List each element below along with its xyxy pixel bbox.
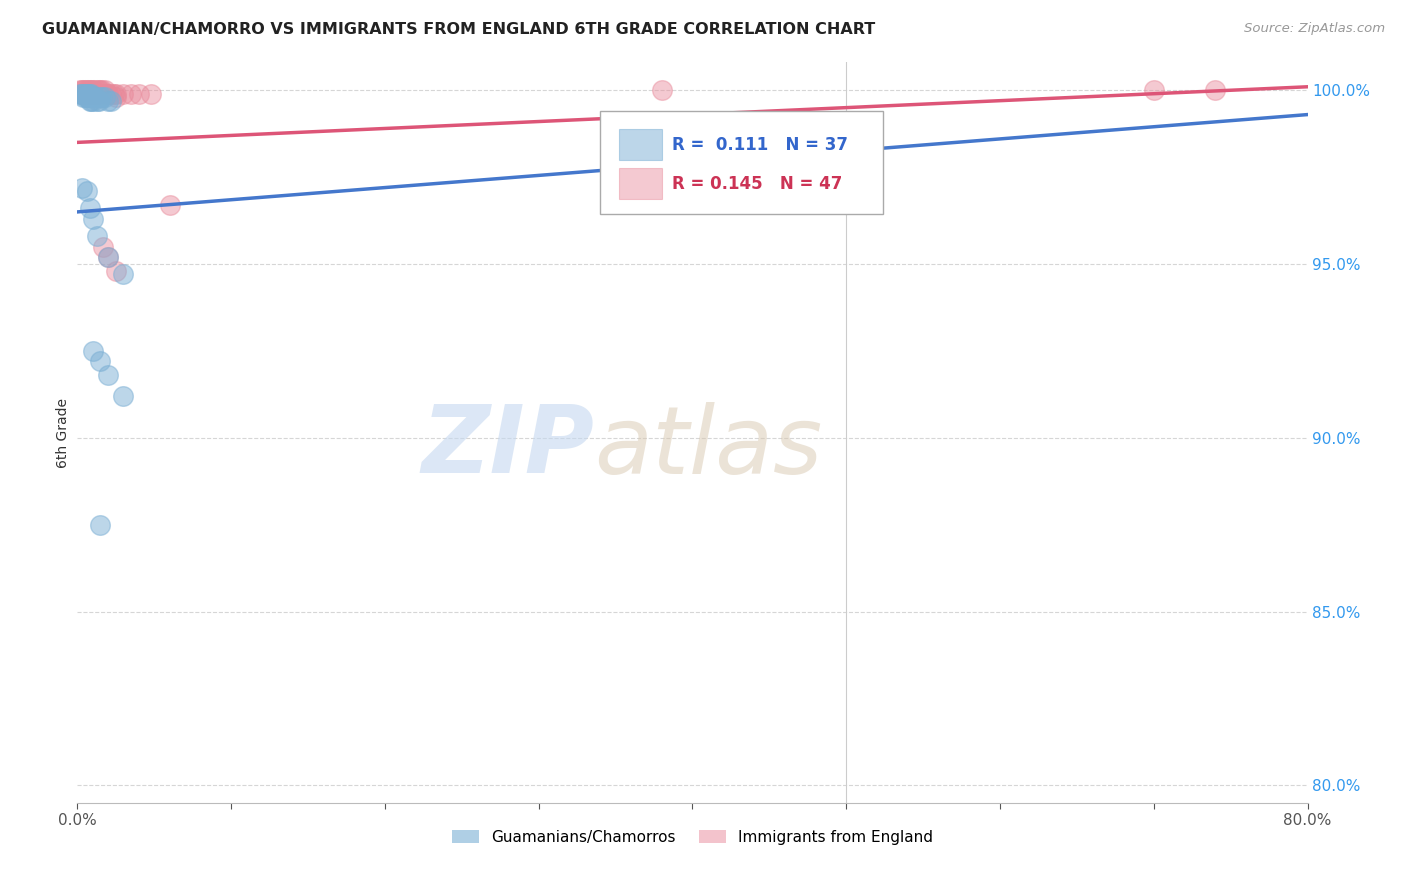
Point (94, 83, 117, 97)
Point (77, 83, 100, 97)
Point (120, 87, 142, 101)
Point (97, 87, 120, 101)
Point (86, 83, 108, 97)
Point (651, 83, 673, 97)
Point (73, 87, 96, 101)
Point (82, 87, 104, 101)
Point (79, 87, 101, 101)
Legend: Guamanians/Chamorros, Immigrants from England: Guamanians/Chamorros, Immigrants from En… (446, 823, 939, 851)
Point (104, 87, 127, 101)
Point (97, 368, 120, 383)
Point (90, 90, 114, 104)
Point (77, 87, 100, 101)
Point (89, 354, 111, 368)
Point (79, 94, 101, 108)
Point (72, 87, 94, 101)
Point (72, 87, 94, 101)
Y-axis label: 6th Grade: 6th Grade (56, 398, 70, 467)
Point (69, 87, 91, 101)
Point (80, 87, 103, 101)
Point (89, 517, 111, 532)
Point (82, 83, 104, 97)
Point (93, 87, 115, 101)
Point (112, 268, 135, 282)
Point (82, 343, 104, 358)
Point (89, 90, 111, 104)
Point (97, 250, 120, 264)
Point (100, 94, 122, 108)
Point (73, 83, 96, 97)
Point (87, 87, 110, 101)
Point (141, 87, 163, 101)
Point (159, 198, 181, 212)
Point (100, 87, 122, 101)
Point (73, 87, 96, 101)
Point (77, 87, 100, 101)
Point (112, 389, 135, 403)
Point (82, 87, 104, 101)
Point (80, 94, 103, 108)
FancyBboxPatch shape (619, 169, 662, 200)
Point (84, 87, 107, 101)
Point (84, 87, 107, 101)
FancyBboxPatch shape (619, 129, 662, 161)
Point (82, 90, 104, 104)
Point (86, 229, 108, 244)
FancyBboxPatch shape (600, 111, 883, 214)
Text: GUAMANIAN/CHAMORRO VS IMMIGRANTS FROM ENGLAND 6TH GRADE CORRELATION CHART: GUAMANIAN/CHAMORRO VS IMMIGRANTS FROM EN… (42, 22, 876, 37)
Point (76, 87, 98, 101)
Point (70, 180, 93, 194)
Text: atlas: atlas (595, 402, 823, 493)
Point (87, 83, 110, 97)
Point (84, 90, 107, 104)
Point (83, 90, 105, 104)
Text: ZIP: ZIP (422, 401, 595, 493)
Point (90, 83, 114, 97)
Point (79, 202, 101, 216)
Point (87, 94, 110, 108)
Point (73, 90, 96, 104)
Point (89, 83, 111, 97)
Point (86, 87, 108, 101)
Point (93, 240, 115, 254)
Point (79, 87, 101, 101)
Point (69, 83, 91, 97)
Point (103, 87, 125, 101)
Point (1204, 83, 1226, 97)
Point (112, 87, 135, 101)
Point (104, 90, 127, 104)
Point (86, 94, 108, 108)
Point (77, 90, 100, 104)
Point (76, 90, 98, 104)
Point (1143, 83, 1166, 97)
Text: R = 0.145   N = 47: R = 0.145 N = 47 (672, 175, 842, 193)
Point (82, 211, 104, 226)
Point (70, 87, 93, 101)
Point (94, 90, 117, 104)
Point (128, 87, 150, 101)
Point (76, 87, 98, 101)
Point (97, 94, 120, 108)
Point (104, 264, 127, 278)
Point (83, 83, 105, 97)
Point (79, 83, 101, 97)
Text: R =  0.111   N = 37: R = 0.111 N = 37 (672, 136, 848, 153)
Point (70, 83, 93, 97)
Text: Source: ZipAtlas.com: Source: ZipAtlas.com (1244, 22, 1385, 36)
Point (72, 83, 94, 97)
Point (70, 87, 93, 101)
Point (79, 87, 101, 101)
Point (97, 87, 120, 101)
Point (76, 184, 98, 198)
Point (80, 87, 103, 101)
Point (80, 83, 103, 97)
Point (72, 90, 94, 104)
Point (76, 83, 98, 97)
Point (82, 94, 104, 108)
Point (97, 250, 120, 264)
